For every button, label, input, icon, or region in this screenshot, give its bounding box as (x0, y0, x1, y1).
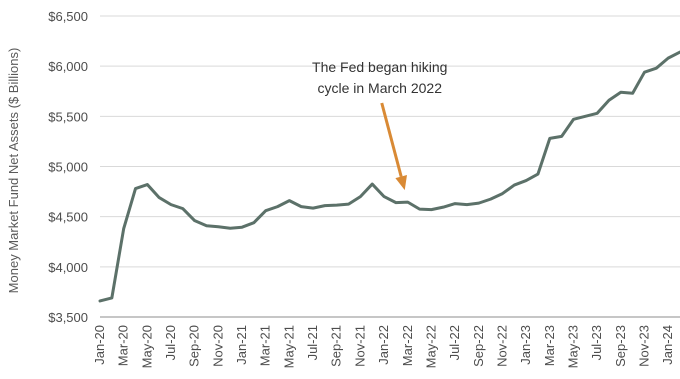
x-tick-label: Nov-23 (636, 325, 651, 367)
annotation-text-line-1: The Fed began hiking (312, 59, 447, 75)
y-tick-label: $3,500 (48, 310, 88, 325)
annotation-arrow-shaft (380, 102, 403, 177)
x-tick-label: Jul-22 (447, 325, 462, 360)
x-tick-label: Nov-21 (352, 325, 367, 367)
x-tick-label: Nov-22 (494, 325, 509, 367)
x-tick-label: May-22 (423, 325, 438, 368)
x-tick-label: May-23 (565, 325, 580, 368)
fed-hiking-annotation: The Fed began hiking cycle in March 2022 (312, 59, 447, 191)
x-tick-label: Sep-20 (187, 325, 202, 367)
x-tick-label: Jul-21 (305, 325, 320, 360)
y-tick-label: $6,500 (48, 9, 88, 24)
x-axis-tick-labels: Jan-20 Mar-20 May-20 Jul-20 Sep-20 Nov-20 Jan-… (92, 325, 675, 368)
gridlines (100, 15, 680, 318)
y-tick-label: $5,500 (48, 109, 88, 124)
x-tick-label: Sep-21 (329, 325, 344, 367)
annotation-text-line-2: cycle in March 2022 (317, 80, 442, 96)
x-tick-label: Mar-20 (116, 325, 131, 366)
y-tick-label: $4,500 (48, 210, 88, 225)
y-axis-title: Money Market Fund Net Assets ($ Billions… (6, 48, 21, 294)
x-tick-label: Jul-20 (163, 325, 178, 360)
x-tick-label: May-21 (281, 325, 296, 368)
x-tick-label: Sep-22 (471, 325, 486, 367)
x-tick-label: Jan-22 (376, 325, 391, 365)
y-tick-label: $6,000 (48, 59, 88, 74)
y-tick-label: $4,000 (48, 260, 88, 275)
x-tick-label: Jan-21 (234, 325, 249, 365)
x-tick-label: Jan-23 (518, 325, 533, 365)
x-tick-label: Jul-23 (589, 325, 604, 360)
x-tick-label: Mar-21 (258, 325, 273, 366)
x-tick-label: Mar-22 (400, 325, 415, 366)
x-tick-label: Sep-23 (613, 325, 628, 367)
y-axis-tick-labels: $3,500 $4,000 $4,500 $5,000 $5,500 $6,000 $6,5… (48, 9, 88, 325)
series-line (98, 50, 680, 303)
x-tick-label: Jan-20 (92, 325, 107, 365)
y-tick-label: $5,000 (48, 160, 88, 175)
x-tick-label: May-20 (139, 325, 154, 368)
x-tick-label: Nov-20 (210, 325, 225, 367)
annotation-arrow-head (395, 175, 407, 191)
x-tick-label: Jan-24 (660, 325, 675, 365)
x-tick-label: Mar-23 (542, 325, 557, 366)
